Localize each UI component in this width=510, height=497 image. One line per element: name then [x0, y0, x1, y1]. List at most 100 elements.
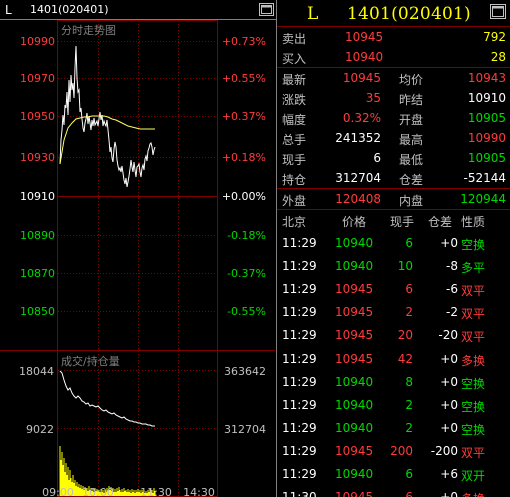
chart-svg: 分时走势图 10990 10970 10950 10930 10910 1089…	[0, 20, 275, 497]
bid-price: 10940	[345, 50, 384, 64]
stat-value: 10945	[342, 71, 381, 85]
outer-value: 120408	[335, 192, 381, 206]
stat-value: 10990	[467, 131, 506, 145]
tick-volume: 200	[390, 444, 413, 458]
stat-row: 涨跌 35 昨结 10910	[277, 88, 510, 108]
stat-label: 总手	[282, 133, 307, 147]
quote-letter: L	[307, 4, 319, 24]
tick-price: 10945	[335, 490, 374, 497]
stat-label: 持仓	[282, 173, 307, 187]
time-tick: 11:30	[140, 486, 172, 497]
tick-row: 11:29 10940 2 +0 空换	[277, 395, 510, 415]
tick-oi-diff: +0	[440, 236, 458, 250]
volume-bars	[59, 446, 156, 496]
pct-tick: +0.37%	[222, 110, 266, 123]
tick-time: 11:29	[282, 467, 317, 481]
price-tick: 10950	[20, 110, 55, 123]
tick-type: 双平	[461, 307, 486, 321]
pct-tick: -0.37%	[227, 267, 266, 280]
col-price: 价格	[342, 215, 367, 229]
tick-type: 双开	[461, 469, 486, 483]
tick-price: 10945	[335, 328, 374, 342]
stat-value: 10905	[467, 151, 506, 165]
stat-row: 现手 6 最低 10905	[277, 148, 510, 168]
tick-price: 10940	[335, 421, 374, 435]
divider	[277, 209, 510, 210]
oi-tick: 312704	[224, 423, 266, 436]
tick-type: 空换	[461, 238, 486, 252]
divider	[277, 67, 510, 68]
vol-tick: 9022	[26, 423, 54, 436]
tick-type: 多平	[461, 261, 486, 275]
price-line	[59, 45, 156, 188]
tick-oi-diff: +0	[440, 352, 458, 366]
tick-oi-diff: +6	[440, 467, 458, 481]
pct-tick: +0.73%	[222, 35, 266, 48]
volume-axis: 18044 9022 363642 312704	[19, 365, 266, 436]
tick-type: 空换	[461, 423, 486, 437]
pct-tick: -0.55%	[227, 305, 266, 318]
oi-tick: 363642	[224, 365, 266, 378]
average-line	[59, 115, 155, 165]
window-toggle-icon[interactable]	[259, 3, 274, 16]
pct-tick: +0.55%	[222, 72, 266, 85]
tick-volume: 2	[405, 421, 413, 435]
pct-tick: -0.18%	[227, 229, 266, 242]
title-letter: L	[5, 3, 12, 17]
tick-type: 空换	[461, 400, 486, 414]
price-axis: 10990 10970 10950 10930 10910 10890 1087…	[20, 35, 55, 318]
tick-price: 10945	[335, 305, 374, 319]
col-oi-diff: 仓差	[428, 215, 453, 229]
price-tick: 10850	[20, 305, 55, 318]
col-type: 性质	[461, 215, 486, 229]
inner-value: 120944	[460, 192, 506, 206]
col-volume: 现手	[390, 215, 415, 229]
tick-row: 11:29 10940 2 +0 空换	[277, 418, 510, 438]
tick-row: 11:29 10945 2 -2 双平	[277, 302, 510, 322]
time-axis: 09:00 10:00 11:30 14:30	[42, 486, 215, 497]
tick-volume: 6	[405, 490, 413, 497]
stat-value: 10910	[467, 91, 506, 105]
tick-time: 11:29	[282, 328, 317, 342]
stat-label: 幅度	[282, 113, 307, 127]
intraday-chart[interactable]: 分时走势图 10990 10970 10950 10930 10910 1089…	[0, 20, 275, 497]
price-tick: 10870	[20, 267, 55, 280]
quote-panel: L 1401(020401) 卖出 10945 792 买入 10940 28 …	[276, 0, 510, 497]
stat-value: 35	[365, 91, 381, 105]
tick-oi-diff: +0	[440, 375, 458, 389]
volume-grid	[58, 370, 217, 429]
tick-type: 双平	[461, 330, 486, 344]
stat-label: 均价	[399, 73, 424, 87]
tick-time: 11:29	[282, 398, 317, 412]
tick-volume: 6	[405, 236, 413, 250]
tick-price: 10940	[335, 236, 374, 250]
stat-label: 最低	[399, 153, 424, 167]
tick-row: 11:29 10945 200 -200 双平	[277, 441, 510, 461]
tick-volume: 2	[405, 398, 413, 412]
stat-row: 总手 241352 最高 10990	[277, 128, 510, 148]
bid-row: 买入 10940 28	[277, 47, 510, 67]
tick-oi-diff: -8	[446, 259, 458, 273]
tick-time: 11:30	[282, 490, 317, 497]
tick-volume: 42	[397, 352, 413, 366]
tick-type: 多换	[461, 354, 486, 368]
title-symbol: 1401(020401)	[30, 3, 109, 16]
stat-value: -52144	[463, 171, 506, 185]
price-tick: 10970	[20, 72, 55, 85]
stat-label: 开盘	[399, 113, 424, 127]
tick-row: 11:30 10945 6 +0多换	[277, 487, 510, 497]
tick-volume: 6	[405, 282, 413, 296]
ticks-header: 北京 价格 现手 仓差 性质	[277, 210, 510, 230]
tick-oi-diff: -20	[438, 328, 458, 342]
tick-price: 10940	[335, 375, 374, 389]
col-time: 北京	[282, 215, 307, 229]
panel-toggle-icon[interactable]	[490, 4, 506, 19]
tick-price: 10945	[335, 444, 374, 458]
tick-type: 多换	[461, 490, 485, 497]
tick-type: 双平	[461, 446, 486, 460]
tick-type: 空换	[461, 377, 486, 391]
tick-volume: 2	[405, 305, 413, 319]
tick-oi-diff: +0	[440, 421, 458, 435]
stat-value: 0.32%	[342, 111, 381, 125]
price-grid	[58, 41, 217, 312]
